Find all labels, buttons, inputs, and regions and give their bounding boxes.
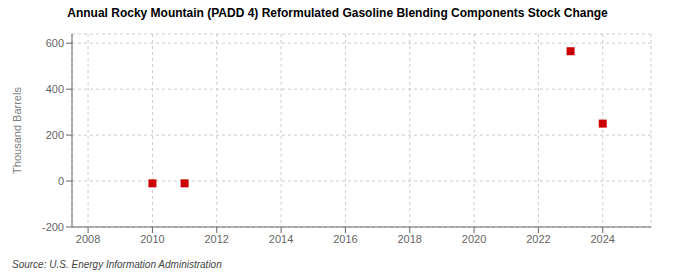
svg-text:2012: 2012 [205,233,229,245]
svg-text:2024: 2024 [591,233,615,245]
svg-text:-200: -200 [42,221,64,233]
svg-text:400: 400 [46,83,64,95]
svg-text:2018: 2018 [398,233,422,245]
svg-text:Thousand Barrels: Thousand Barrels [11,87,23,174]
svg-text:0: 0 [58,175,64,187]
html-text:Annual Rocky Mountain (PADD 4): Annual Rocky Mountain (PADD 4) Reformula… [67,6,608,20]
svg-text:2020: 2020 [462,233,486,245]
svg-text:2010: 2010 [140,233,164,245]
svg-text:200: 200 [46,129,64,141]
svg-text:2014: 2014 [269,233,293,245]
svg-text:600: 600 [46,37,64,49]
svg-text:2022: 2022 [526,233,550,245]
html-text:Source: U.S. Energy Informatio: Source: U.S. Energy Information Administ… [12,259,222,270]
svg-text:2008: 2008 [76,233,100,245]
svg-text:2016: 2016 [333,233,357,245]
